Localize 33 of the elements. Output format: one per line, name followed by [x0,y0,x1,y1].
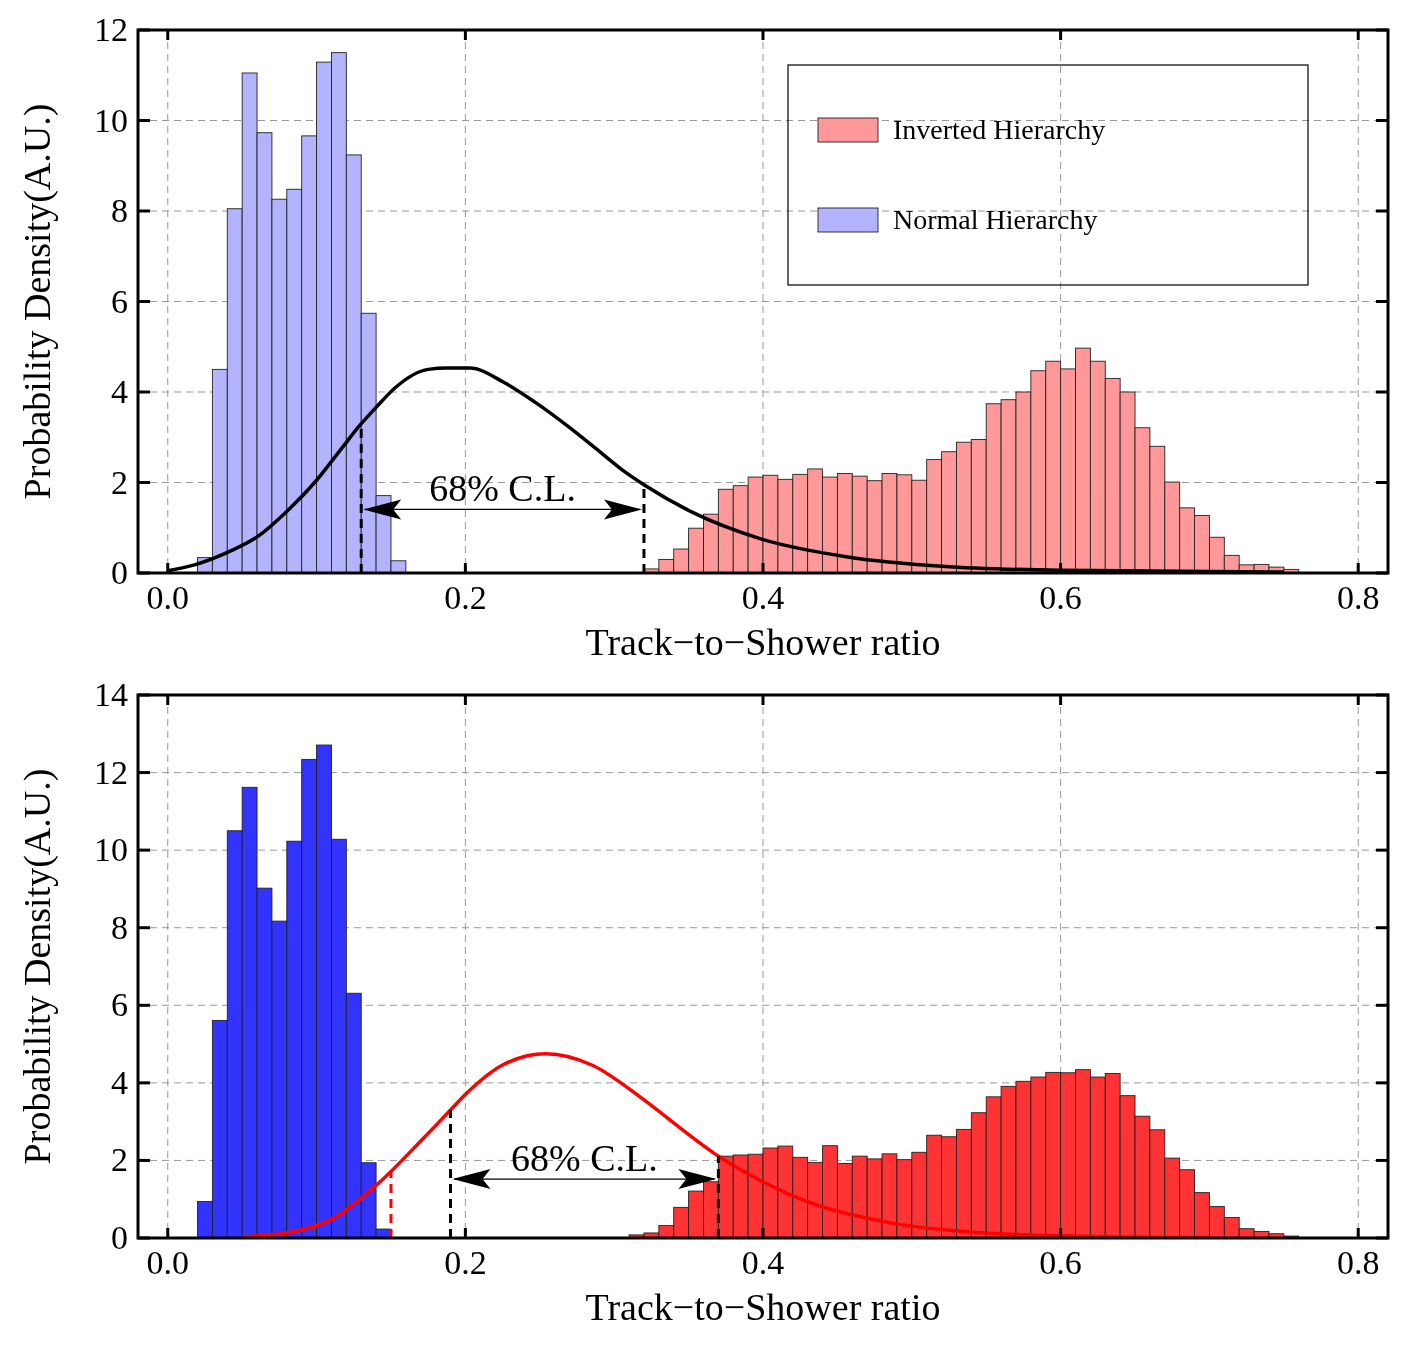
x-axis-title: Track−to−Shower ratio [585,621,941,663]
x-tick-label: 0.0 [146,579,190,616]
x-axis-title: Track−to−Shower ratio [585,1286,941,1328]
y-tick-label: 4 [111,1063,128,1101]
y-tick-label: 8 [111,908,128,946]
x-tick-label: 0.4 [741,579,785,616]
y-tick-label: 8 [111,192,128,229]
y-tick-label: 12 [94,753,128,791]
x-tick-label: 0.6 [1039,579,1082,616]
y-axis-title: Probability Density(A.U.) [16,768,59,1165]
y-tick-label: 0 [111,554,128,591]
y-tick-label: 4 [111,373,128,410]
x-tick-label: 0.4 [741,1244,785,1281]
x-tick-label: 0.2 [444,579,487,616]
x-tick-label: 0.0 [146,1244,190,1281]
y-axis-title: Probability Density(A.U.) [16,103,59,500]
y-tick-label: 0 [111,1219,128,1256]
y-tick-label: 10 [94,101,128,139]
y-tick-label: 2 [111,1141,128,1179]
y-tick-label: 10 [94,831,128,869]
annotation: 68% C.L. [511,1137,658,1180]
x-tick-label: 0.6 [1039,1244,1082,1281]
legend-label: Inverted Hierarchy [893,114,1106,145]
x-tick-label: 0.2 [444,1244,487,1281]
legend-label: Normal Hierarchy [893,204,1098,235]
y-tick-label: 6 [111,282,128,320]
y-tick-label: 6 [111,986,128,1024]
y-tick-label: 14 [94,676,128,713]
x-tick-label: 0.8 [1336,1244,1380,1281]
y-tick-label: 12 [94,11,128,48]
y-tick-label: 2 [111,463,128,501]
x-tick-label: 0.8 [1336,579,1380,616]
annotation: 68% C.L. [429,467,576,510]
